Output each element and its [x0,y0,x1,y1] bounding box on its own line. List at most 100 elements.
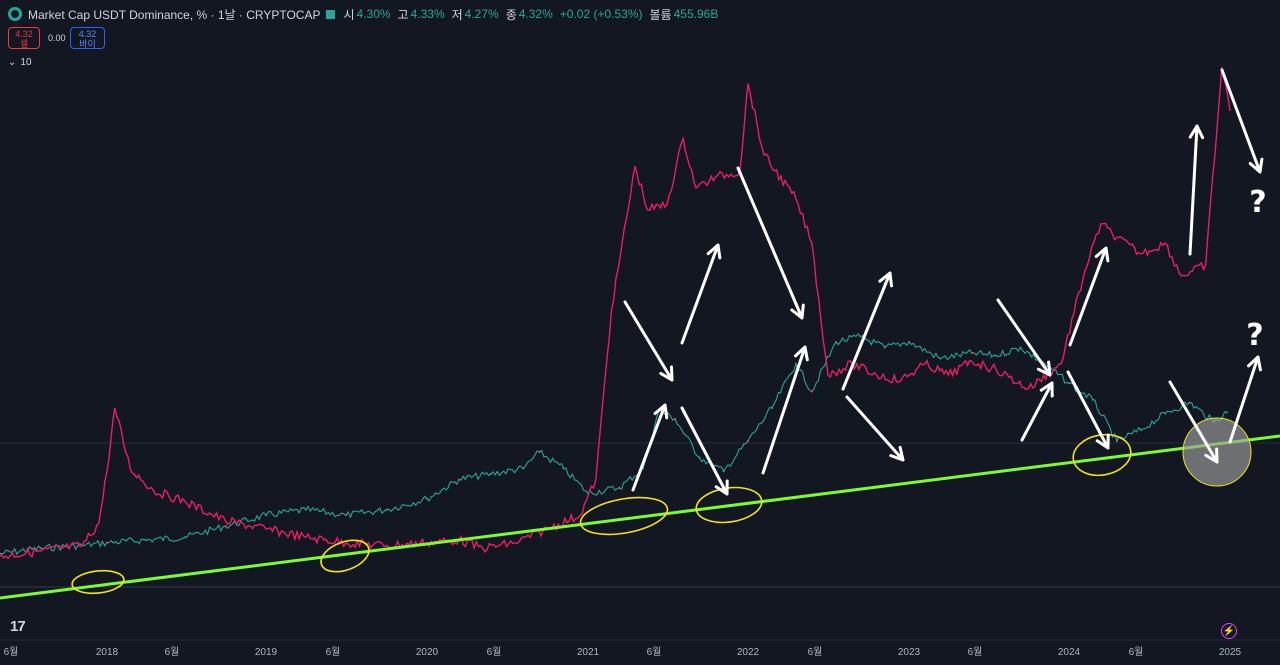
x-axis-tick-label: 2023 [898,647,921,658]
series-point [1139,429,1142,431]
series-point [674,418,677,420]
series-point [970,352,973,354]
buy-label: 바이 [79,39,96,49]
x-axis-tick-label: 2020 [416,647,439,658]
annotation-arrow[interactable] [623,300,674,382]
annotation-arrow[interactable] [1188,124,1205,256]
series-point [1225,411,1228,414]
series-point [522,467,525,470]
high-value: 4.33% [410,7,445,21]
support-trendline[interactable] [0,434,1280,600]
x-axis-tick-label: 6월 [326,646,341,658]
symbol-title[interactable]: Market Cap USDT Dominance, % · 1날 · CRYP… [28,7,321,22]
x-axis-tick-label: 2021 [577,647,600,658]
x-axis-tick-label: 2022 [737,647,760,658]
series-point [39,547,42,550]
sell-label: 셀 [19,39,29,49]
low-value: 4.27% [464,7,499,21]
series-point [859,335,862,338]
series-point [883,346,886,349]
series-point [810,390,813,393]
usdt-dominance-series[interactable] [0,333,1227,556]
series-point [995,354,998,357]
series-point [538,451,541,453]
x-axis-tick-label: 6월 [808,646,823,658]
series-point [144,539,147,541]
annotation-arrow[interactable] [996,298,1052,377]
series-point [1019,346,1022,349]
series-point [457,478,460,481]
annotation-arrow[interactable] [1020,381,1054,442]
volume-value: 455.96B [673,7,719,21]
overlay-series[interactable] [0,66,1231,560]
annotation-arrow[interactable] [736,166,805,320]
annotation-arrow[interactable] [1168,380,1219,464]
series-point [698,456,701,459]
series-point [1068,382,1070,385]
annotation-arrow[interactable] [680,243,722,345]
series-point [1164,412,1167,415]
volume-label: 볼륨 [649,7,672,22]
spread-value: 0.00 [48,33,66,43]
buy-price: 4.32 [78,29,97,39]
annotation-arrow[interactable] [845,395,905,462]
low-label: 저 [451,7,463,22]
series-point [385,508,388,511]
touch-ellipse[interactable] [71,568,125,595]
touch-ellipse[interactable] [578,492,671,541]
x-axis-tick-label: 2024 [1058,647,1081,658]
annotation-arrow[interactable] [1068,246,1110,347]
chevron-down-icon: ⌄ [8,57,17,68]
indicators-count: 10 [20,57,32,68]
sell-button[interactable]: 4.32 셀 [8,27,40,49]
series-point [106,541,108,544]
annotation-arrow[interactable] [841,271,893,391]
annotation-arrow[interactable] [680,406,729,496]
open-value: 4.30% [356,7,391,21]
tradingview-logo[interactable]: 17 [10,618,26,635]
x-axis-tick-label: 6월 [487,646,502,658]
touch-ellipse[interactable] [1070,430,1134,479]
series-point [770,407,773,409]
x-axis-tick-label: 6월 [968,646,983,658]
series-point [489,473,492,475]
annotation-arrow[interactable] [1220,68,1264,174]
annotation-arrow[interactable] [1066,370,1110,450]
x-axis-tick-label: 6월 [647,646,662,658]
close-label: 종 [505,7,517,22]
open-label: 시 [343,7,355,22]
annotation-arrow[interactable] [761,345,809,475]
series-point [939,357,942,360]
series-point [618,486,621,489]
close-value: 4.32% [518,7,553,21]
question-mark: ? [1249,185,1266,220]
annotation-arrow[interactable] [1228,355,1262,444]
symbol-logo-icon [8,7,22,21]
series-point [1115,440,1118,442]
x-axis-tick-label: 6월 [165,646,180,658]
series-point [426,497,428,500]
touch-ellipse[interactable] [317,534,374,577]
series-point [908,341,910,343]
series-point [345,514,347,517]
series-point [184,536,186,539]
x-axis-tick-label: 2019 [255,647,278,658]
annotation-arrow[interactable] [631,403,669,492]
series-point [835,341,838,343]
buy-button[interactable]: 4.32 바이 [70,27,105,49]
change-value: +0.02 (+0.53%) [559,7,643,21]
series-point [224,525,227,528]
flag-icon[interactable] [326,9,336,19]
x-axis-tick-label: 6월 [1129,646,1144,658]
series-point [794,363,797,365]
series-point [1091,398,1094,401]
indicators-toggle[interactable]: ⌄ 10 [8,55,38,70]
sell-price: 4.32 [15,29,33,39]
series-point [562,467,565,470]
symbol-header: Market Cap USDT Dominance, % · 1날 · CRYP… [8,5,725,23]
series-point [265,514,267,517]
x-axis-tick-label: 6월 [4,646,19,658]
series-point [1188,401,1191,404]
lightning-icon[interactable]: ⚡ [1221,623,1237,639]
